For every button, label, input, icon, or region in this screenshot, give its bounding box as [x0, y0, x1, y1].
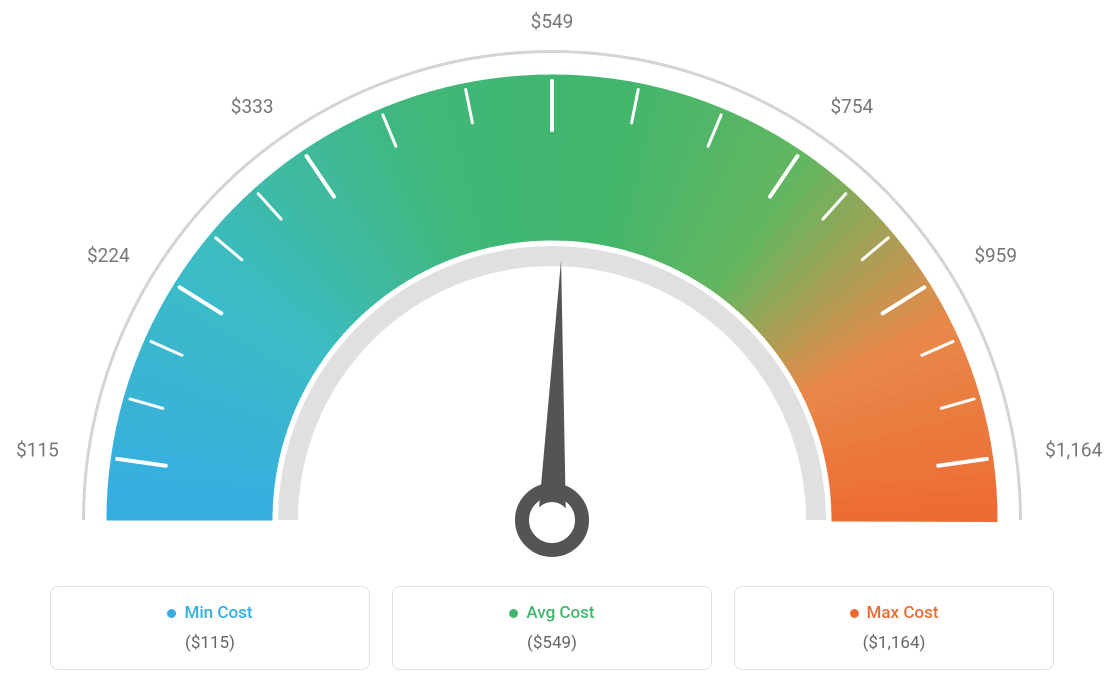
- legend-avg-title: Avg Cost: [509, 603, 594, 623]
- svg-text:$959: $959: [974, 244, 1017, 267]
- legend-max-value: ($1,164): [755, 633, 1033, 653]
- legend-avg-value: ($549): [413, 633, 691, 653]
- dot-icon: [850, 609, 859, 618]
- legend-row: Min Cost ($115) Avg Cost ($549) Max Cost…: [0, 586, 1104, 671]
- gauge-svg: $115 $224 $333 $549 $754 $959 $1,164: [0, 0, 1104, 560]
- svg-text:$224: $224: [87, 244, 130, 267]
- svg-text:$115: $115: [16, 439, 59, 462]
- legend-min-title: Min Cost: [167, 603, 252, 623]
- dot-icon: [167, 609, 176, 618]
- svg-text:$1,164: $1,164: [1045, 439, 1102, 462]
- legend-min-value: ($115): [71, 633, 349, 653]
- svg-text:$549: $549: [531, 10, 574, 33]
- legend-avg: Avg Cost ($549): [392, 586, 712, 671]
- svg-text:$333: $333: [231, 95, 274, 118]
- svg-text:$754: $754: [830, 95, 873, 118]
- legend-avg-label: Avg Cost: [526, 603, 594, 623]
- legend-max-label: Max Cost: [867, 603, 939, 623]
- dot-icon: [509, 609, 518, 618]
- legend-min: Min Cost ($115): [50, 586, 370, 671]
- legend-max-title: Max Cost: [850, 603, 939, 623]
- legend-max: Max Cost ($1,164): [734, 586, 1054, 671]
- legend-min-label: Min Cost: [184, 603, 252, 623]
- cost-gauge: $115 $224 $333 $549 $754 $959 $1,164: [0, 0, 1104, 560]
